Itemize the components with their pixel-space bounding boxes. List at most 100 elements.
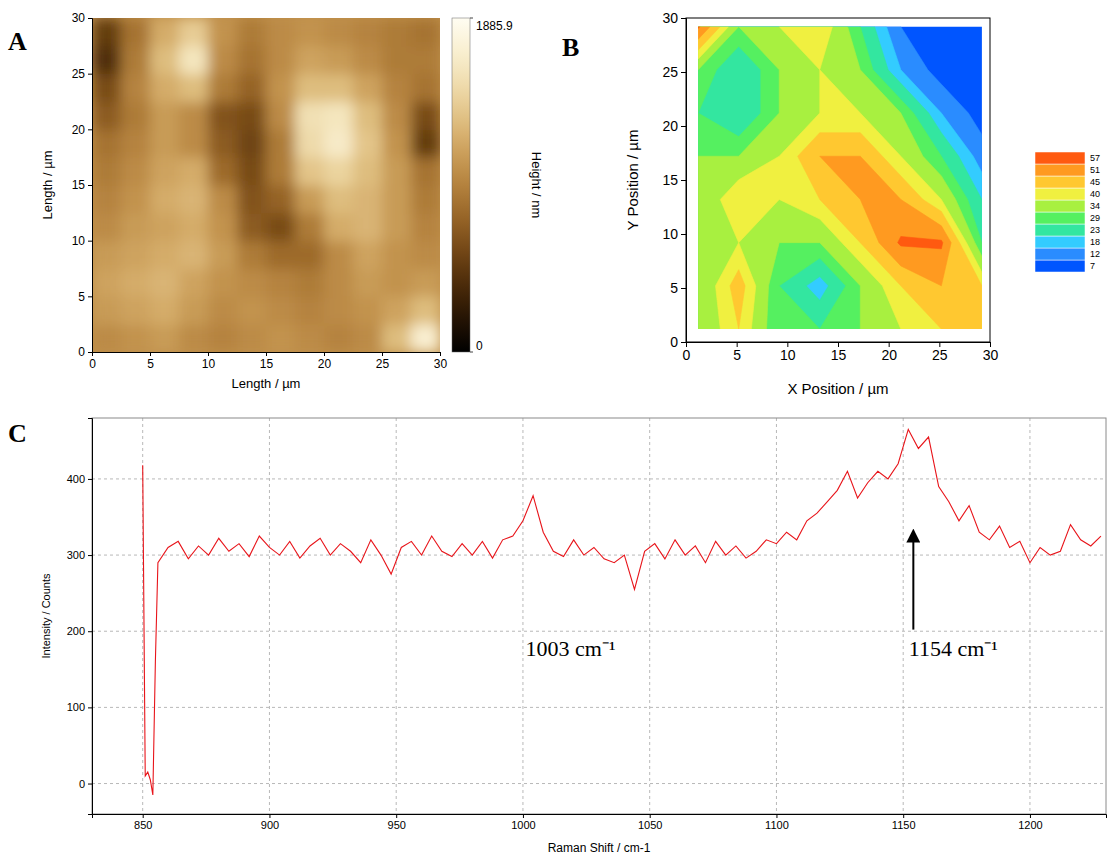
cell xyxy=(266,269,296,297)
cell xyxy=(208,18,238,46)
cell xyxy=(295,129,325,157)
tick: 15 xyxy=(260,352,274,371)
cell xyxy=(382,102,412,130)
contour-band xyxy=(698,27,982,329)
tick: 5 xyxy=(733,342,741,363)
tick-mark xyxy=(382,352,383,356)
cell xyxy=(353,129,383,157)
cell xyxy=(353,74,383,102)
plot-background xyxy=(92,18,440,352)
tick-label: 900 xyxy=(261,819,279,831)
cell xyxy=(208,74,238,102)
tick: 5 xyxy=(670,280,686,296)
cell xyxy=(353,185,383,213)
cell xyxy=(179,296,209,324)
cell xyxy=(266,296,296,324)
tick-mark xyxy=(266,352,267,356)
tick: 25 xyxy=(72,67,92,81)
contour-band xyxy=(698,27,982,329)
tick-label: 30 xyxy=(72,11,86,25)
tick: 400 xyxy=(67,473,92,485)
tick-label: 20 xyxy=(662,118,678,134)
tick: 25 xyxy=(932,342,948,363)
cell xyxy=(150,46,180,74)
tick-label: 15 xyxy=(72,178,86,192)
cell xyxy=(150,129,180,157)
cell xyxy=(411,324,440,352)
cell xyxy=(382,46,412,74)
legend-swatch xyxy=(1035,224,1085,236)
cell xyxy=(150,74,180,102)
legend-swatch xyxy=(1035,176,1085,188)
cell xyxy=(92,157,122,185)
tick-label: 15 xyxy=(260,357,274,371)
tick-label: 950 xyxy=(388,819,406,831)
cell xyxy=(92,185,122,213)
tick-mark xyxy=(681,234,686,235)
cell xyxy=(121,241,151,269)
cell xyxy=(121,185,151,213)
tick-label: 1100 xyxy=(765,819,789,831)
tick: 1100 xyxy=(765,814,789,831)
colorbar xyxy=(452,18,470,352)
tick-label: 300 xyxy=(67,549,85,561)
legend-label: 45 xyxy=(1090,177,1100,187)
cell xyxy=(382,18,412,46)
cell xyxy=(324,269,354,297)
annotation-arrow xyxy=(912,536,914,630)
cell xyxy=(92,46,122,74)
contour-band xyxy=(698,27,951,286)
cell xyxy=(208,296,238,324)
cell xyxy=(121,324,151,352)
tick: 15 xyxy=(662,172,686,188)
cell xyxy=(208,269,238,297)
annotation: 1003 cm⁻¹ xyxy=(526,636,616,661)
legend-swatch xyxy=(1035,188,1085,200)
cell xyxy=(179,324,209,352)
cell xyxy=(266,185,296,213)
figure: 051015202530051015202530Length / µmLengt… xyxy=(0,0,1116,866)
cell xyxy=(324,102,354,130)
tick-mark xyxy=(88,555,92,556)
cell xyxy=(411,18,440,46)
tick: 10 xyxy=(202,352,216,371)
tick-label: 20 xyxy=(72,123,86,137)
legend-label: 12 xyxy=(1090,249,1100,259)
axis-title: Raman Shift / cm-1 xyxy=(548,841,651,855)
tick: 300 xyxy=(67,549,92,561)
tick-label: 10 xyxy=(202,357,216,371)
cell xyxy=(411,102,440,130)
cell xyxy=(353,18,383,46)
cell xyxy=(179,74,209,102)
tick: 0 xyxy=(79,778,92,790)
tick-mark xyxy=(88,296,92,297)
cells xyxy=(92,18,440,352)
legend-swatch xyxy=(1035,236,1085,248)
tick: 950 xyxy=(388,814,406,831)
cell xyxy=(179,213,209,241)
cell xyxy=(121,269,151,297)
cell xyxy=(150,241,180,269)
cell xyxy=(295,74,325,102)
legend-label: 34 xyxy=(1090,201,1100,211)
tick: 0 xyxy=(78,345,92,359)
tick-label: 5 xyxy=(670,280,678,296)
plot-area xyxy=(143,429,1101,795)
legend-label: 40 xyxy=(1090,189,1100,199)
tick: 25 xyxy=(662,64,686,80)
tick-mark xyxy=(88,352,92,353)
tick-label: 0 xyxy=(89,357,96,371)
tick-mark xyxy=(776,814,777,818)
cell xyxy=(411,296,440,324)
tick: 1000 xyxy=(511,814,535,831)
cell xyxy=(150,18,180,46)
tick-label: 0 xyxy=(78,345,85,359)
tick-label: 0 xyxy=(670,334,678,350)
colorbar-label: 0 xyxy=(476,339,483,353)
grid-line xyxy=(903,418,904,814)
legend-label: 7 xyxy=(1090,261,1095,271)
grid-line xyxy=(649,418,650,814)
cell xyxy=(150,324,180,352)
cell xyxy=(382,157,412,185)
cell xyxy=(150,296,180,324)
